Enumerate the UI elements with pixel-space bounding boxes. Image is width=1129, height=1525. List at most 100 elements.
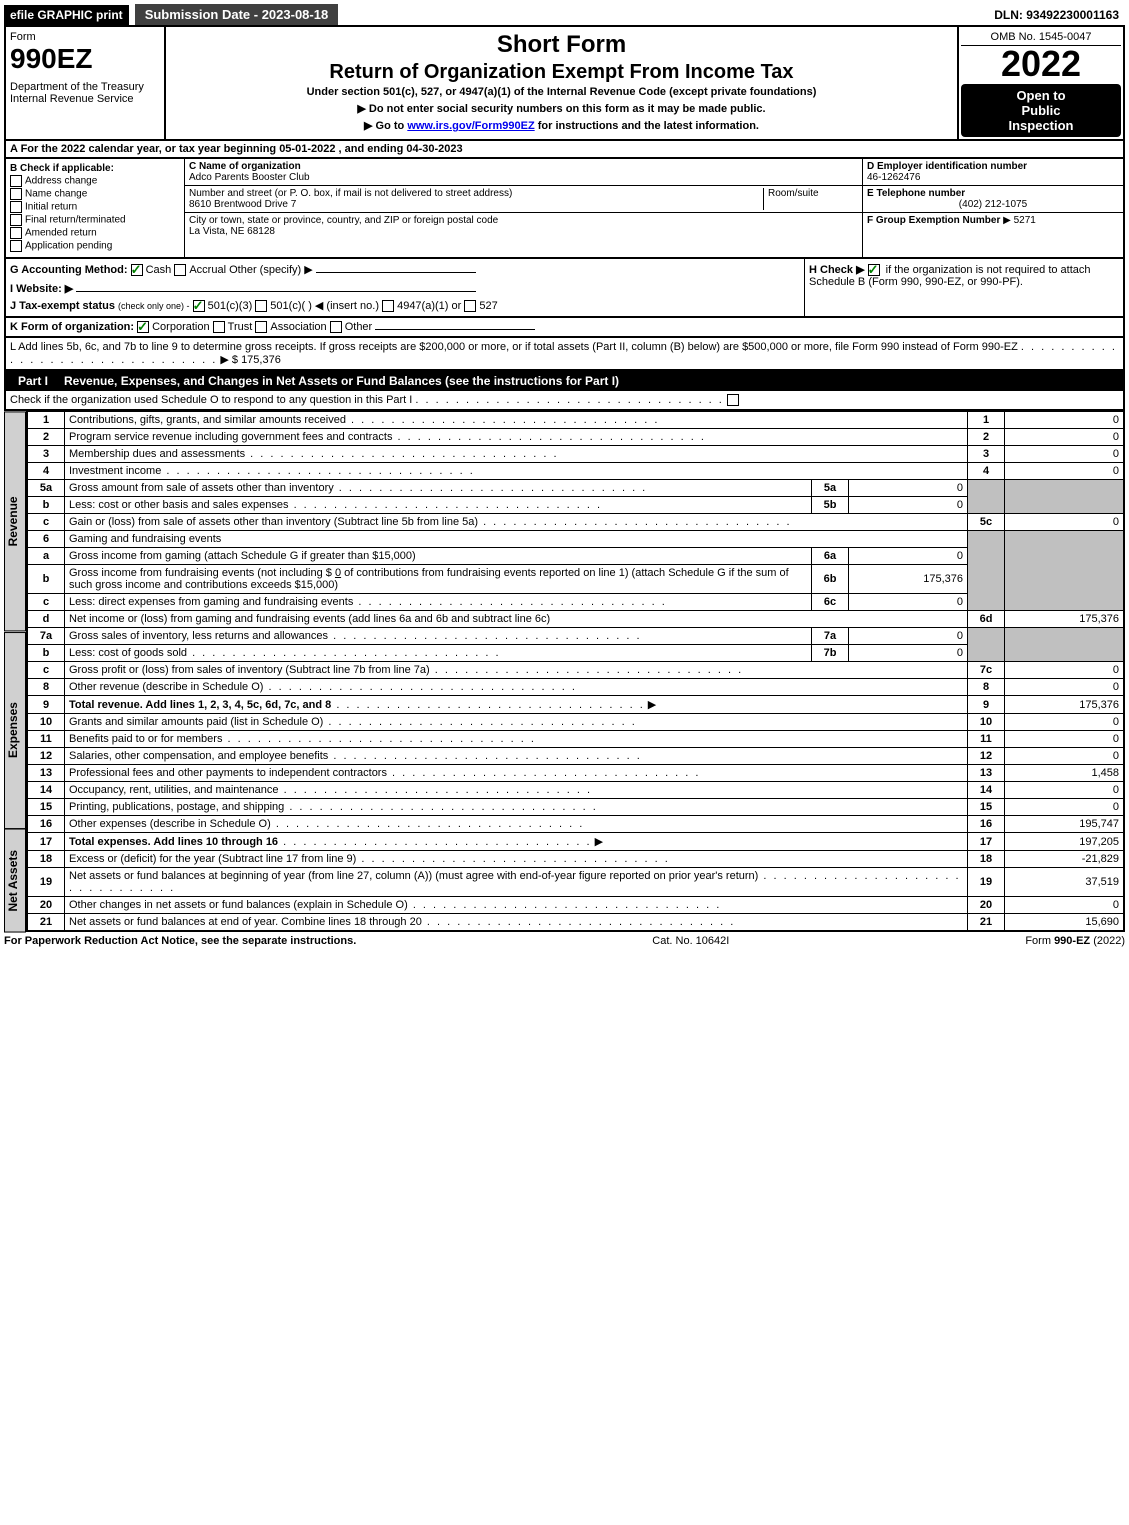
website-input[interactable] bbox=[76, 291, 476, 292]
line-6d-col: 6d bbox=[968, 611, 1005, 628]
cb-trust[interactable] bbox=[213, 321, 225, 333]
line-6c-subamt: 0 bbox=[849, 594, 968, 611]
cb-schedule-b-not-required[interactable] bbox=[868, 264, 880, 276]
vtab-net-assets: Net Assets bbox=[4, 829, 26, 933]
line-20: 20Other changes in net assets or fund ba… bbox=[27, 897, 1124, 914]
part-1-label: Part I bbox=[10, 374, 56, 388]
line-13-text: Professional fees and other payments to … bbox=[69, 767, 387, 779]
line-16-num: 16 bbox=[27, 816, 65, 833]
line-19-amt: 37,519 bbox=[1005, 868, 1125, 897]
cb-corporation[interactable] bbox=[137, 321, 149, 333]
cb-application-pending[interactable] bbox=[10, 240, 22, 252]
other-org-input[interactable] bbox=[375, 329, 535, 330]
cb-501c3[interactable] bbox=[193, 300, 205, 312]
line-6a-num: a bbox=[27, 548, 65, 565]
open-line3: Inspection bbox=[965, 118, 1117, 133]
line-14-col: 14 bbox=[968, 782, 1005, 799]
line-19-num: 19 bbox=[27, 868, 65, 897]
4947-label: 4947(a)(1) or bbox=[397, 300, 461, 312]
line-15-text: Printing, publications, postage, and shi… bbox=[69, 801, 284, 813]
501c-label: 501(c)( ) ◀ (insert no.) bbox=[270, 300, 379, 312]
line-2-text: Program service revenue including govern… bbox=[69, 431, 392, 443]
501c3-label: 501(c)(3) bbox=[208, 300, 253, 312]
line-16-col: 16 bbox=[968, 816, 1005, 833]
corp-label: Corporation bbox=[152, 321, 209, 333]
section-j-tax-exempt: J Tax-exempt status (check only one) - 5… bbox=[10, 299, 800, 312]
line-7c-text: Gross profit or (loss) from sales of inv… bbox=[69, 664, 430, 676]
cb-amended-label: Amended return bbox=[25, 228, 97, 239]
line-6a-subcol: 6a bbox=[812, 548, 849, 565]
line-18-col: 18 bbox=[968, 851, 1005, 868]
line-19-text: Net assets or fund balances at beginning… bbox=[69, 870, 758, 882]
line-9-text: Total revenue. Add lines 1, 2, 3, 4, 5c,… bbox=[69, 699, 331, 711]
instruction-ssn: ▶ Do not enter social security numbers o… bbox=[174, 102, 949, 115]
cb-name-change[interactable] bbox=[10, 188, 22, 200]
line-8-amt: 0 bbox=[1005, 679, 1125, 696]
cb-address-label: Address change bbox=[25, 176, 97, 187]
group-exemption-label: F Group Exemption Number bbox=[867, 215, 1000, 226]
vertical-tabs: Revenue Expenses Net Assets bbox=[4, 411, 26, 932]
line-5b: bLess: cost or other basis and sales exp… bbox=[27, 497, 1124, 514]
line-6d: dNet income or (loss) from gaming and fu… bbox=[27, 611, 1124, 628]
cb-schedule-o[interactable] bbox=[727, 394, 739, 406]
irs-link[interactable]: www.irs.gov/Form990EZ bbox=[407, 120, 534, 132]
cb-527[interactable] bbox=[464, 300, 476, 312]
line-9-col: 9 bbox=[968, 696, 1005, 714]
section-def: D Employer identification number 46-1262… bbox=[862, 159, 1123, 257]
line-21-col: 21 bbox=[968, 914, 1005, 932]
vtab-expenses: Expenses bbox=[4, 632, 26, 829]
line-12: 12Salaries, other compensation, and empl… bbox=[27, 748, 1124, 765]
cb-amended-return[interactable] bbox=[10, 227, 22, 239]
assoc-label: Association bbox=[270, 321, 326, 333]
line-19: 19 Net assets or fund balances at beginni… bbox=[27, 868, 1124, 897]
line-7a-subamt: 0 bbox=[849, 628, 968, 645]
line-7a-text: Gross sales of inventory, less returns a… bbox=[69, 630, 328, 642]
line-19-col: 19 bbox=[968, 868, 1005, 897]
cb-association[interactable] bbox=[255, 321, 267, 333]
cb-address-change[interactable] bbox=[10, 175, 22, 187]
line-18-text: Excess or (deficit) for the year (Subtra… bbox=[69, 853, 356, 865]
line-7c-col: 7c bbox=[968, 662, 1005, 679]
line-17: 17Total expenses. Add lines 10 through 1… bbox=[27, 833, 1124, 851]
line-5a-subamt: 0 bbox=[849, 480, 968, 497]
line-2-num: 2 bbox=[27, 429, 65, 446]
cb-accrual[interactable] bbox=[174, 264, 186, 276]
top-bar: efile GRAPHIC print Submission Date - 20… bbox=[4, 4, 1125, 27]
line-12-col: 12 bbox=[968, 748, 1005, 765]
accounting-label: G Accounting Method: bbox=[10, 264, 128, 276]
street-label: Number and street (or P. O. box, if mail… bbox=[189, 188, 763, 199]
efile-print-label[interactable]: efile GRAPHIC print bbox=[4, 5, 129, 25]
form-org-label: K Form of organization: bbox=[10, 321, 134, 333]
line-6c-subcol: 6c bbox=[812, 594, 849, 611]
line-1-col: 1 bbox=[968, 412, 1005, 429]
line-11: 11Benefits paid to or for members110 bbox=[27, 731, 1124, 748]
cb-initial-return[interactable] bbox=[10, 201, 22, 213]
line-2-amt: 0 bbox=[1005, 429, 1125, 446]
irs-label: Internal Revenue Service bbox=[10, 93, 160, 105]
cb-other-org[interactable] bbox=[330, 321, 342, 333]
part-1-check-line: Check if the organization used Schedule … bbox=[4, 391, 1125, 411]
line-14-num: 14 bbox=[27, 782, 65, 799]
cb-name-label: Name change bbox=[25, 189, 87, 200]
line-8: 8Other revenue (describe in Schedule O)8… bbox=[27, 679, 1124, 696]
cb-501c[interactable] bbox=[255, 300, 267, 312]
line-14-text: Occupancy, rent, utilities, and maintena… bbox=[69, 784, 279, 796]
line-1: 1Contributions, gifts, grants, and simil… bbox=[27, 412, 1124, 429]
form-number: 990EZ bbox=[10, 43, 160, 75]
line-9-num: 9 bbox=[27, 696, 65, 714]
cb-final-return[interactable] bbox=[10, 214, 22, 226]
trust-label: Trust bbox=[228, 321, 253, 333]
room-suite-label: Room/suite bbox=[763, 188, 858, 210]
line-8-num: 8 bbox=[27, 679, 65, 696]
tax-exempt-sub: (check only one) - bbox=[118, 301, 190, 311]
other-specify-input[interactable] bbox=[316, 272, 476, 273]
line-10-num: 10 bbox=[27, 714, 65, 731]
line-5a-num: 5a bbox=[27, 480, 65, 497]
line-10-amt: 0 bbox=[1005, 714, 1125, 731]
line-5b-subamt: 0 bbox=[849, 497, 968, 514]
line-12-amt: 0 bbox=[1005, 748, 1125, 765]
cb-cash[interactable] bbox=[131, 264, 143, 276]
open-line1: Open to bbox=[965, 88, 1117, 103]
instruction-goto: ▶ Go to www.irs.gov/Form990EZ for instru… bbox=[174, 119, 949, 132]
cb-4947[interactable] bbox=[382, 300, 394, 312]
